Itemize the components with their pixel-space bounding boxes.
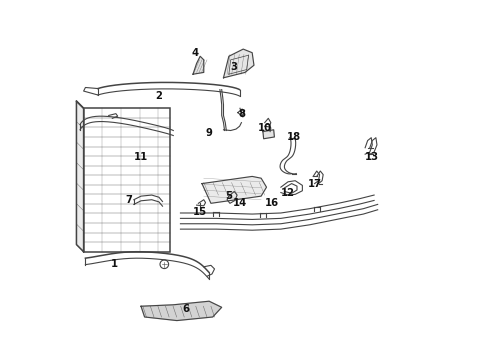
Text: 2: 2 [155,91,162,101]
Polygon shape [263,130,274,139]
Text: 13: 13 [366,152,379,162]
Polygon shape [223,49,254,78]
Text: 12: 12 [281,188,295,198]
Text: 3: 3 [231,62,238,72]
Text: 17: 17 [308,179,322,189]
Text: 5: 5 [225,191,232,201]
Text: 7: 7 [125,195,132,205]
Polygon shape [202,176,267,203]
Polygon shape [141,301,221,320]
Text: 10: 10 [258,123,272,133]
Text: 1: 1 [111,259,118,269]
Text: 6: 6 [182,304,189,314]
Text: 14: 14 [232,198,247,208]
Text: 11: 11 [134,152,148,162]
Polygon shape [76,101,84,252]
Text: 16: 16 [265,198,279,208]
Text: 9: 9 [206,129,213,138]
Text: 15: 15 [193,207,207,217]
Polygon shape [193,56,204,74]
Text: 8: 8 [238,109,245,119]
Text: 4: 4 [191,48,198,58]
Text: 18: 18 [286,132,300,142]
